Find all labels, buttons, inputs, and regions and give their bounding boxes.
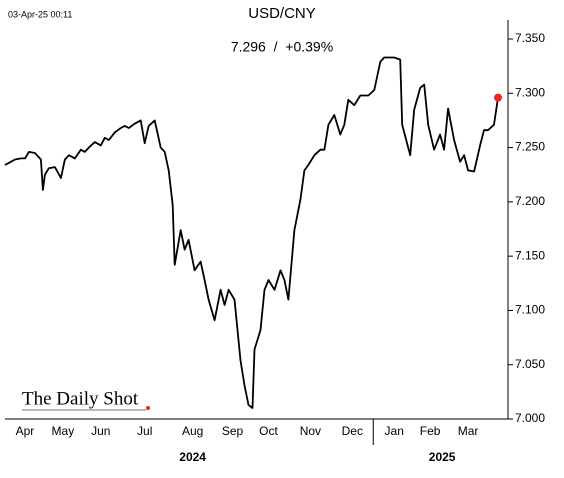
last-point	[494, 93, 503, 102]
chart-title: USD/CNY	[248, 5, 316, 22]
x-tick-label: Apr	[16, 424, 35, 438]
y-tick-label: 7.100	[515, 303, 545, 317]
y-tick-label: 7.250	[515, 140, 545, 154]
x-tick-label: Jun	[91, 424, 110, 438]
x-tick-label: Jan	[385, 424, 404, 438]
x-tick-label: Mar	[458, 424, 479, 438]
y-tick-label: 7.350	[515, 31, 545, 45]
x-tick-label: Aug	[182, 424, 203, 438]
x-tick-label: Feb	[420, 424, 441, 438]
x-tick-label: Jul	[137, 424, 152, 438]
y-tick-label: 7.000	[515, 411, 545, 425]
year-label: 2024	[179, 450, 206, 464]
y-tick-label: 7.150	[515, 248, 545, 262]
x-tick-label: May	[52, 424, 75, 438]
y-tick-label: 7.200	[515, 194, 545, 208]
y-tick-label: 7.050	[515, 357, 545, 371]
timestamp: 03-Apr-25 00:11	[8, 9, 72, 19]
x-tick-label: Nov	[300, 424, 321, 438]
x-tick-label: Sep	[222, 424, 244, 438]
x-tick-label: Dec	[342, 424, 363, 438]
chart-subtitle: 7.296 / +0.39%	[231, 39, 333, 55]
y-tick-label: 7.300	[515, 85, 545, 99]
watermark: The Daily Shot	[22, 388, 139, 409]
watermark-dot	[146, 406, 150, 410]
series-line	[4, 56, 499, 409]
x-tick-label: Oct	[259, 424, 278, 438]
year-label: 2025	[429, 450, 456, 464]
